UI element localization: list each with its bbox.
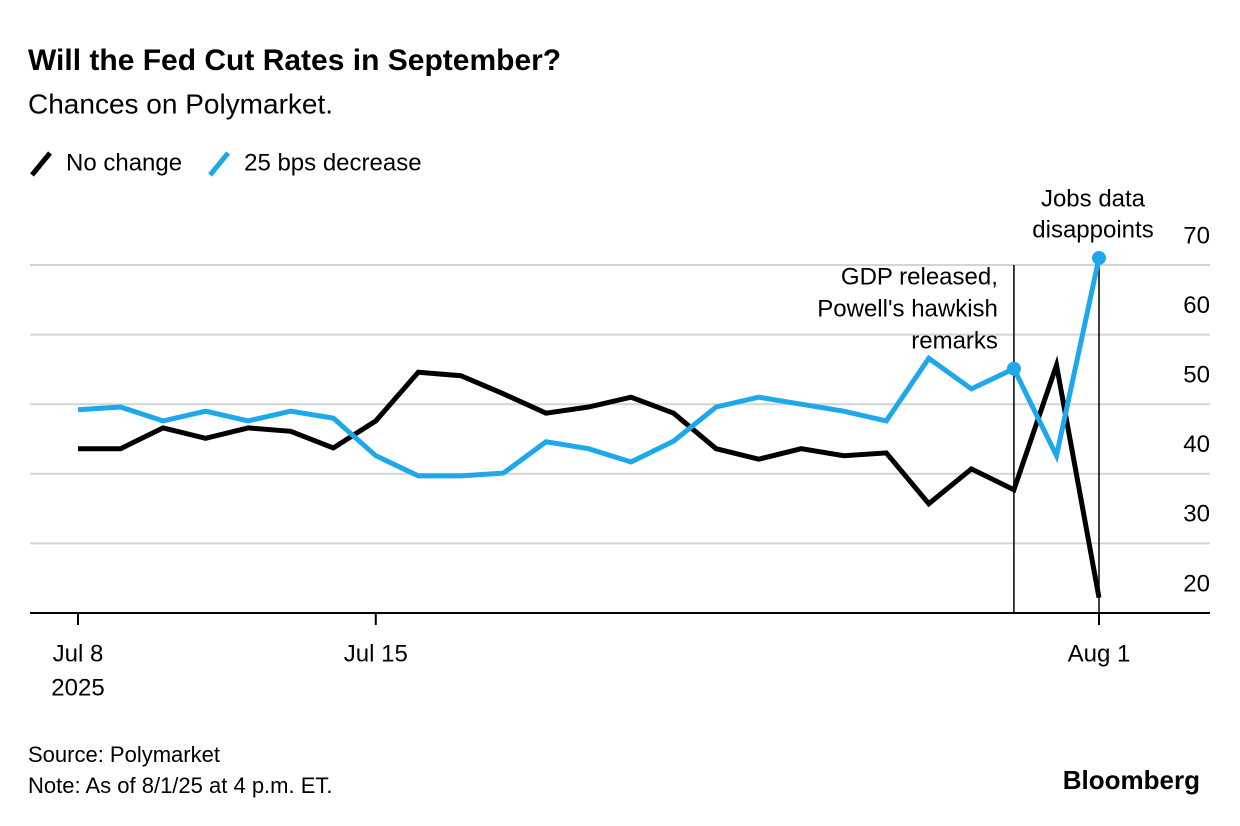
legend-swatch xyxy=(208,151,231,177)
legend-label: 25 bps decrease xyxy=(244,149,421,176)
annotation-text: Powell's hawkish xyxy=(817,295,998,322)
x-tick-label: Jul 8 xyxy=(53,640,104,667)
y-tick-label: 40 xyxy=(1183,431,1210,458)
annotation-dot xyxy=(1006,361,1021,376)
x-tick-label: Jul 15 xyxy=(344,640,408,667)
series-line xyxy=(77,257,1102,479)
series-line xyxy=(78,355,1102,599)
y-tick-label: 60 xyxy=(1183,292,1210,319)
y-tick-label: 70 xyxy=(1183,222,1210,249)
annotation-text: disappoints xyxy=(1032,216,1153,243)
annotation-text: Jobs data xyxy=(1041,185,1146,212)
y-tick-label: 20 xyxy=(1183,570,1210,597)
chart-title: Will the Fed Cut Rates in September? xyxy=(28,44,561,77)
annotation-dot xyxy=(1092,251,1106,266)
annotation-text: GDP released, xyxy=(841,263,998,290)
x-sublabel: 2025 xyxy=(51,674,104,701)
y-tick-label: 30 xyxy=(1183,501,1210,528)
source: Source: Polymarket xyxy=(28,742,220,767)
x-tick-label: Aug 1 xyxy=(1068,640,1131,667)
legend-swatch xyxy=(30,151,52,177)
annotation-text: remarks xyxy=(911,327,998,354)
chart-subtitle: Chances on Polymarket. xyxy=(28,88,333,119)
note: Note: As of 8/1/25 at 4 p.m. ET. xyxy=(28,773,333,798)
legend-label: No change xyxy=(66,149,182,176)
brand: Bloomberg xyxy=(1063,765,1200,795)
y-tick-label: 50 xyxy=(1183,362,1210,389)
